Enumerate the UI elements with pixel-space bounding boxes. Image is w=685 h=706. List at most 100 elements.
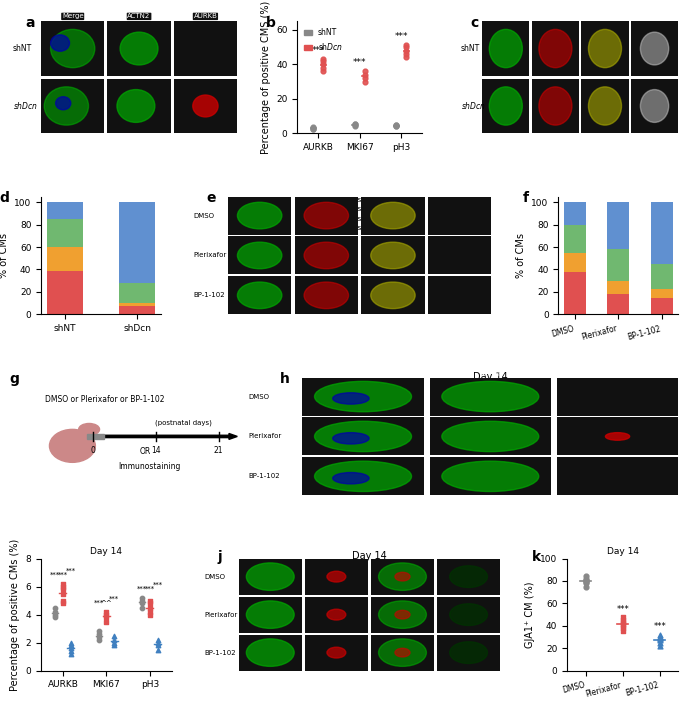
- Text: ***: ***: [153, 582, 163, 588]
- Circle shape: [588, 30, 621, 68]
- Point: [390, 120, 401, 131]
- Point: [109, 634, 120, 645]
- Point: [65, 642, 76, 654]
- Bar: [47, 219, 83, 247]
- Text: BP-1-102: BP-1-102: [204, 650, 236, 656]
- Y-axis label: % of CMs: % of CMs: [516, 233, 526, 278]
- Point: [58, 584, 68, 595]
- Bar: [608, 249, 629, 281]
- Point: [93, 628, 104, 640]
- Circle shape: [247, 639, 294, 666]
- Point: [58, 595, 68, 606]
- Point: [349, 118, 360, 129]
- Point: [318, 66, 329, 77]
- Circle shape: [489, 87, 523, 125]
- Text: Plerixafor: Plerixafor: [193, 253, 226, 258]
- Circle shape: [395, 648, 410, 657]
- Point: [65, 648, 76, 659]
- Title: ACTN2: ACTN2: [249, 191, 270, 196]
- Text: k: k: [532, 549, 540, 563]
- Text: c: c: [471, 16, 479, 30]
- Circle shape: [120, 32, 158, 65]
- Circle shape: [304, 282, 349, 309]
- Title: Day 14: Day 14: [607, 547, 638, 556]
- Circle shape: [314, 421, 412, 452]
- Point: [49, 609, 60, 621]
- Text: ***: ***: [66, 568, 76, 574]
- Point: [580, 578, 591, 589]
- Bar: [119, 303, 155, 306]
- Circle shape: [489, 30, 523, 68]
- Text: ***: ***: [311, 46, 325, 55]
- Text: ***: ***: [94, 600, 103, 606]
- Point: [145, 595, 155, 606]
- Point: [390, 121, 401, 132]
- Point: [136, 595, 147, 606]
- Point: [308, 122, 319, 133]
- Title: GJA1: GJA1: [329, 554, 344, 558]
- Point: [49, 606, 60, 618]
- Point: [101, 612, 112, 623]
- Circle shape: [449, 604, 488, 626]
- Bar: [608, 294, 629, 314]
- Text: ***: ***: [653, 623, 666, 631]
- Bar: [564, 202, 586, 225]
- Text: ***: ***: [58, 572, 68, 578]
- Circle shape: [327, 571, 346, 582]
- Circle shape: [238, 242, 282, 269]
- Point: [65, 645, 76, 657]
- Circle shape: [304, 242, 349, 269]
- Bar: [564, 225, 586, 253]
- Circle shape: [45, 87, 88, 125]
- Point: [152, 640, 163, 651]
- Point: [109, 630, 120, 641]
- Circle shape: [588, 87, 621, 125]
- Title: Phalloidin: Phalloidin: [311, 191, 342, 196]
- Point: [93, 631, 104, 642]
- Point: [93, 634, 104, 645]
- Circle shape: [55, 97, 71, 110]
- Bar: [651, 264, 673, 289]
- Point: [654, 631, 665, 642]
- Bar: [47, 247, 83, 270]
- Point: [401, 40, 412, 51]
- Point: [580, 575, 591, 587]
- Circle shape: [247, 563, 294, 590]
- Text: ***: ***: [50, 572, 60, 578]
- Point: [101, 609, 112, 621]
- Point: [93, 626, 104, 637]
- Text: e: e: [207, 191, 216, 205]
- Point: [580, 573, 591, 585]
- Bar: [564, 272, 586, 314]
- Text: 14: 14: [151, 446, 161, 455]
- Circle shape: [539, 30, 572, 68]
- Text: f: f: [523, 191, 529, 205]
- Point: [349, 119, 360, 131]
- Point: [58, 581, 68, 592]
- Text: DMSO or Plerixafor or BP-1-102: DMSO or Plerixafor or BP-1-102: [45, 395, 165, 405]
- Point: [136, 598, 147, 609]
- Title: ACTN2: ACTN2: [260, 554, 281, 558]
- Point: [318, 55, 329, 66]
- Point: [390, 119, 401, 131]
- Text: DMSO: DMSO: [204, 574, 225, 580]
- Point: [349, 120, 360, 131]
- Circle shape: [640, 32, 669, 65]
- Circle shape: [327, 609, 346, 620]
- Text: BP-1-102: BP-1-102: [248, 473, 279, 479]
- Title: ACTN2: ACTN2: [127, 13, 151, 19]
- Title: Phalloidin: Phalloidin: [538, 15, 573, 20]
- Title: Merge: Merge: [62, 13, 84, 19]
- Point: [101, 606, 112, 618]
- Point: [580, 571, 591, 582]
- Text: Immunostaining: Immunostaining: [119, 462, 181, 472]
- Y-axis label: Percentage of positive CMs (%): Percentage of positive CMs (%): [10, 539, 20, 690]
- Text: ***: ***: [395, 32, 408, 41]
- Point: [580, 581, 591, 592]
- Circle shape: [117, 90, 155, 122]
- Point: [58, 598, 68, 609]
- Point: [401, 48, 412, 59]
- Text: j: j: [218, 549, 223, 563]
- Title: Merge: Merge: [383, 191, 403, 196]
- Text: BP-1-102: BP-1-102: [193, 292, 225, 299]
